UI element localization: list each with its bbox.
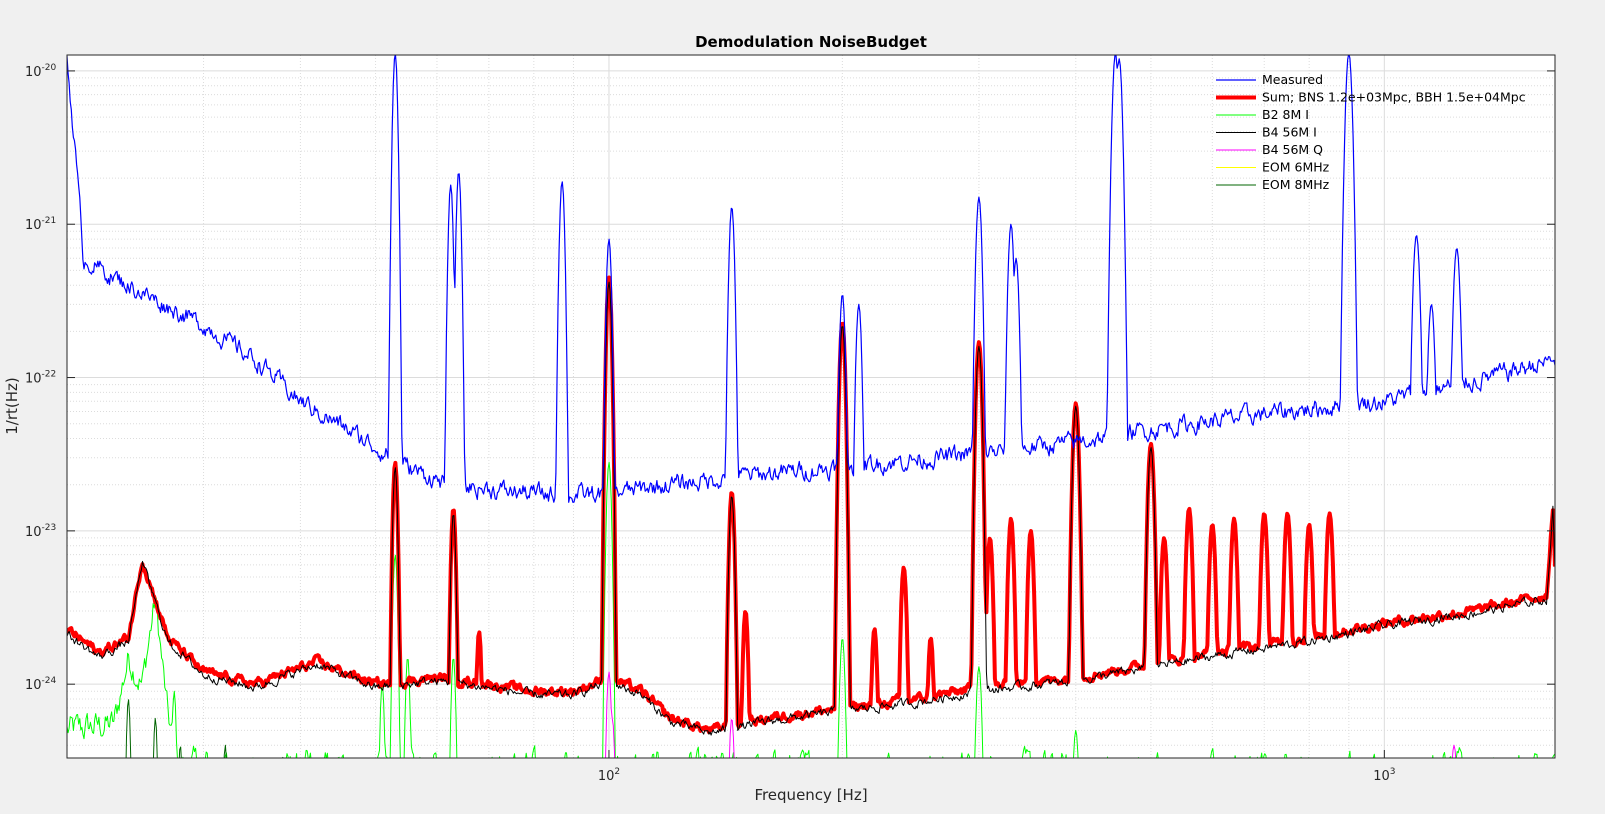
- series-layer: [67, 55, 1555, 758]
- y-tick-label: 10-21: [25, 216, 56, 233]
- series-line-measured: [67, 55, 1555, 503]
- legend-entry: Sum; BNS 1.2e+03Mpc, BBH 1.5e+04Mpc: [1262, 90, 1526, 105]
- x-tick-label: 103: [1373, 767, 1395, 784]
- axes-box: [66, 54, 1556, 759]
- x-axis-label: Frequency [Hz]: [754, 786, 867, 804]
- y-tick-label: 10-22: [25, 370, 56, 387]
- series-line-b4-56m-i: [67, 281, 1555, 736]
- legend-entry: B4 56M I: [1262, 125, 1317, 140]
- y-tick-label: 10-20: [25, 63, 57, 80]
- legend-entry: B2 8M I: [1262, 107, 1309, 122]
- legend-entry: B4 56M Q: [1262, 142, 1323, 157]
- chart-title: Demodulation NoiseBudget: [695, 33, 927, 51]
- axes-background: [67, 55, 1555, 758]
- tick-labels: 102 103 10-24 10-23 10-22 10-21 10-20: [25, 63, 1555, 784]
- y-axis-label: 1/rt(Hz): [3, 377, 21, 435]
- legend-entry: EOM 6MHz: [1262, 160, 1330, 175]
- y-tick-label: 10-24: [25, 676, 57, 693]
- legend: Measured Sum; BNS 1.2e+03Mpc, BBH 1.5e+04…: [1216, 72, 1526, 192]
- series-line-sum-bns-12e03mpc-bbh-15e04mpc: [67, 275, 1555, 735]
- x-tick-label: 102: [598, 767, 620, 784]
- legend-entry: Measured: [1262, 72, 1323, 87]
- y-tick-label: 10-23: [25, 523, 56, 540]
- legend-entry: EOM 8MHz: [1262, 177, 1330, 192]
